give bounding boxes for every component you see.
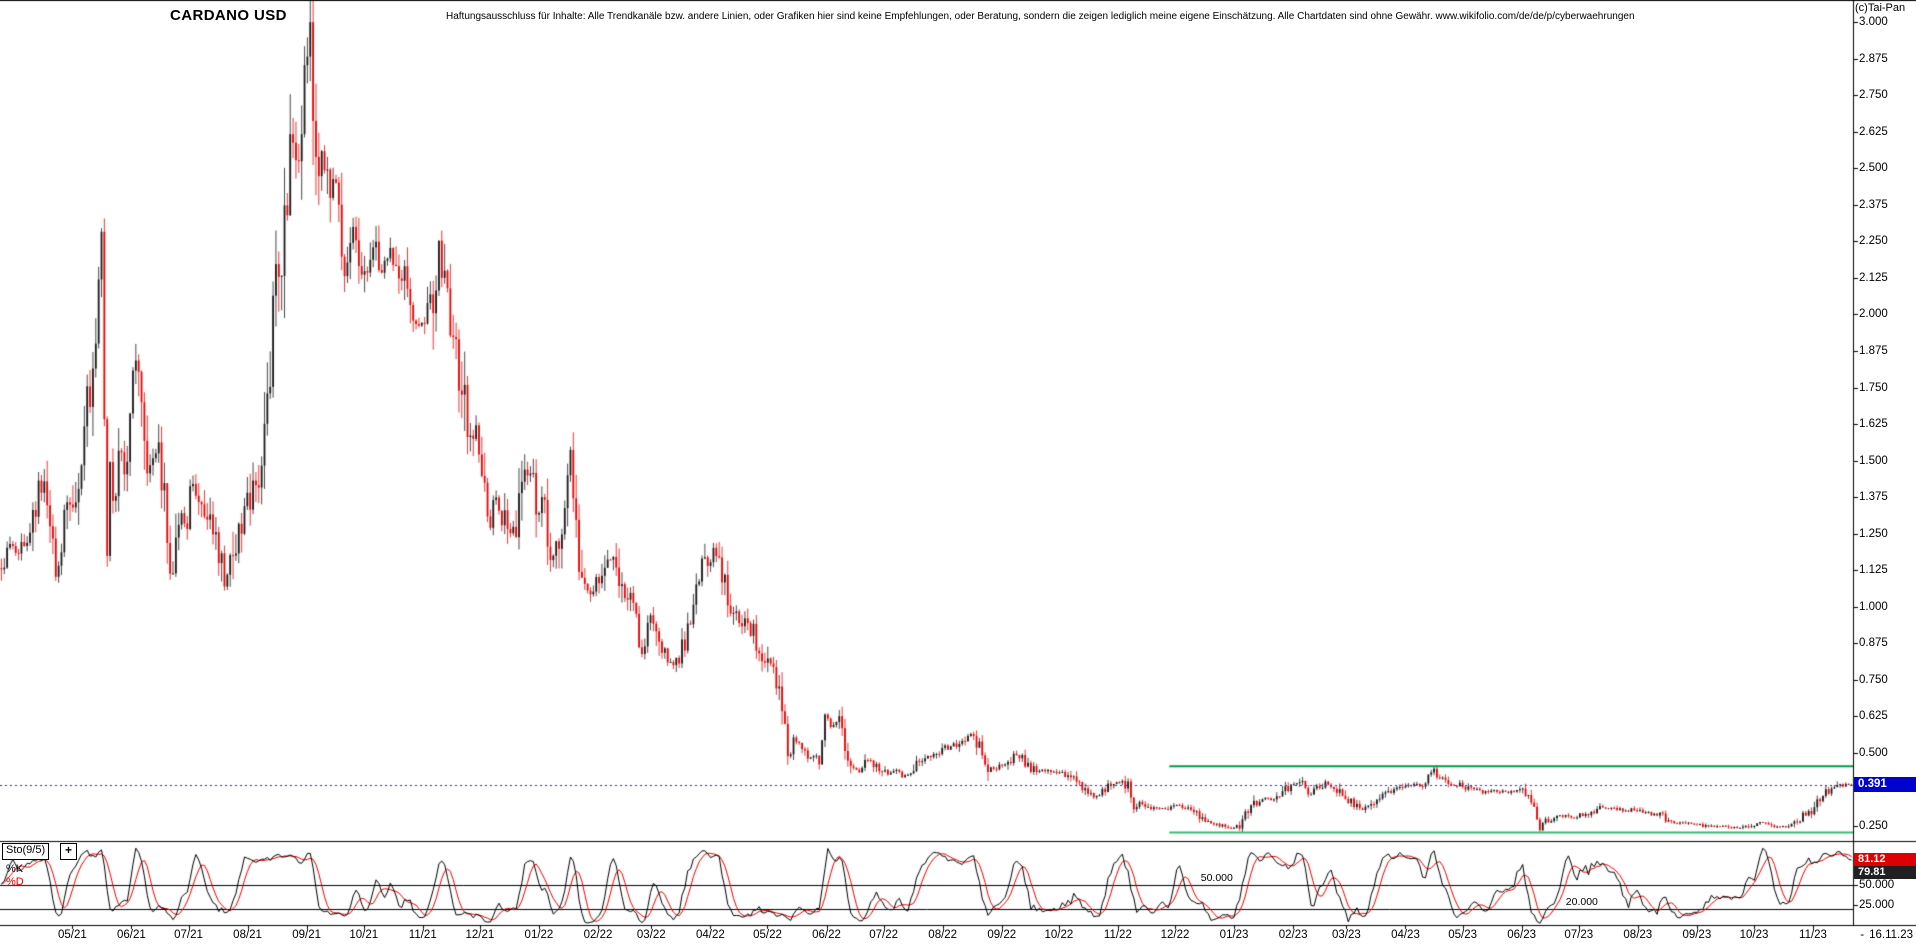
time-tick-label: 08/21	[233, 929, 262, 941]
stoch-d-legend: %D	[6, 876, 24, 888]
time-tick-label: 09/21	[292, 929, 321, 941]
stoch-k-legend: %K	[6, 863, 24, 875]
time-tick-label: 12/22	[1160, 929, 1190, 941]
time-tick-label: 12/21	[465, 929, 495, 941]
time-tick-label: 05/21	[57, 929, 87, 941]
time-tick-label: 05/22	[753, 929, 782, 941]
time-tick-label: 11/22	[1103, 929, 1132, 941]
time-tick-label: 02/22	[583, 929, 613, 941]
chart-title: CARDANO USD	[170, 7, 287, 24]
time-tick-label: 08/22	[928, 929, 958, 941]
time-tick-label: 09/22	[987, 929, 1017, 941]
time-axis[interactable]: 05/21 06/21 07/21 08/21 09/21 10/21 11/21 12/21…	[0, 926, 1853, 948]
axis-end-dash: -	[1860, 929, 1865, 941]
copyright-label: (c)Tai-Pan	[1855, 2, 1906, 14]
time-tick-label: 10/23	[1739, 929, 1769, 941]
last-date-label: 16.11.23	[1869, 929, 1913, 941]
time-tick-label: 01/22	[524, 929, 554, 941]
time-tick-label: 03/22	[636, 929, 666, 941]
time-tick-label: 10/22	[1044, 929, 1074, 941]
add-indicator-button[interactable]: +	[60, 843, 77, 860]
time-tick-label: 06/21	[117, 929, 146, 941]
time-tick-label: 06/23	[1507, 929, 1537, 941]
time-tick-label: 04/22	[695, 929, 725, 941]
axis-end-date: - 16.11.23	[1860, 929, 1913, 941]
time-tick-label: 02/23	[1278, 929, 1308, 941]
time-tick-label: 06/22	[812, 929, 841, 941]
time-tick-label: 05/23	[1448, 929, 1477, 941]
stoch-k-badge: 79.81	[1854, 866, 1916, 880]
time-tick-label: 07/21	[174, 929, 203, 941]
time-tick-label: 07/23	[1564, 929, 1594, 941]
time-tick-label: 03/23	[1332, 929, 1361, 941]
time-tick-label: 10/21	[349, 929, 379, 941]
time-tick-label: 11/23	[1799, 929, 1827, 941]
time-tick-label: 09/23	[1682, 929, 1712, 941]
disclaimer-text: Haftungsausschluss für Inhalte: Alle Tre…	[446, 11, 1635, 22]
indicator-label[interactable]: Sto(9/5)	[2, 843, 50, 860]
stoch-d-badge: 81.12	[1854, 853, 1916, 867]
time-tick-label: 04/23	[1391, 929, 1420, 941]
time-tick-label: 11/21	[408, 929, 437, 941]
time-tick-label: 07/22	[869, 929, 899, 941]
current-price-badge: 0.391	[1854, 776, 1916, 792]
time-tick-label: 01/23	[1219, 929, 1249, 941]
time-tick-label: 08/23	[1623, 929, 1653, 941]
